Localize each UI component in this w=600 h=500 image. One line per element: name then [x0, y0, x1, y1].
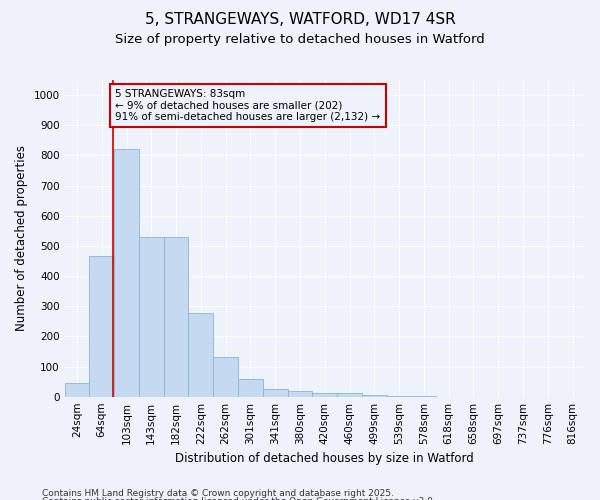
Bar — [263, 389, 287, 396]
Y-axis label: Number of detached properties: Number of detached properties — [15, 146, 28, 332]
Bar — [238, 379, 263, 396]
Bar — [313, 393, 337, 396]
Bar — [188, 313, 213, 396]
Text: 5, STRANGEWAYS, WATFORD, WD17 4SR: 5, STRANGEWAYS, WATFORD, WD17 4SR — [145, 12, 455, 28]
Bar — [213, 358, 238, 397]
Text: Contains HM Land Registry data © Crown copyright and database right 2025.: Contains HM Land Registry data © Crown c… — [42, 488, 394, 498]
Text: 5 STRANGEWAYS: 83sqm
← 9% of detached houses are smaller (202)
91% of semi-detac: 5 STRANGEWAYS: 83sqm ← 9% of detached ho… — [115, 89, 380, 122]
Bar — [164, 238, 188, 396]
Bar — [89, 256, 114, 396]
Bar — [65, 383, 89, 396]
Bar — [139, 238, 164, 396]
Text: Contains public sector information licensed under the Open Government Licence v3: Contains public sector information licen… — [42, 497, 436, 500]
Text: Size of property relative to detached houses in Watford: Size of property relative to detached ho… — [115, 32, 485, 46]
Bar — [114, 150, 139, 396]
Bar — [362, 395, 387, 396]
X-axis label: Distribution of detached houses by size in Watford: Distribution of detached houses by size … — [175, 452, 474, 465]
Bar — [287, 392, 313, 396]
Bar — [337, 393, 362, 396]
